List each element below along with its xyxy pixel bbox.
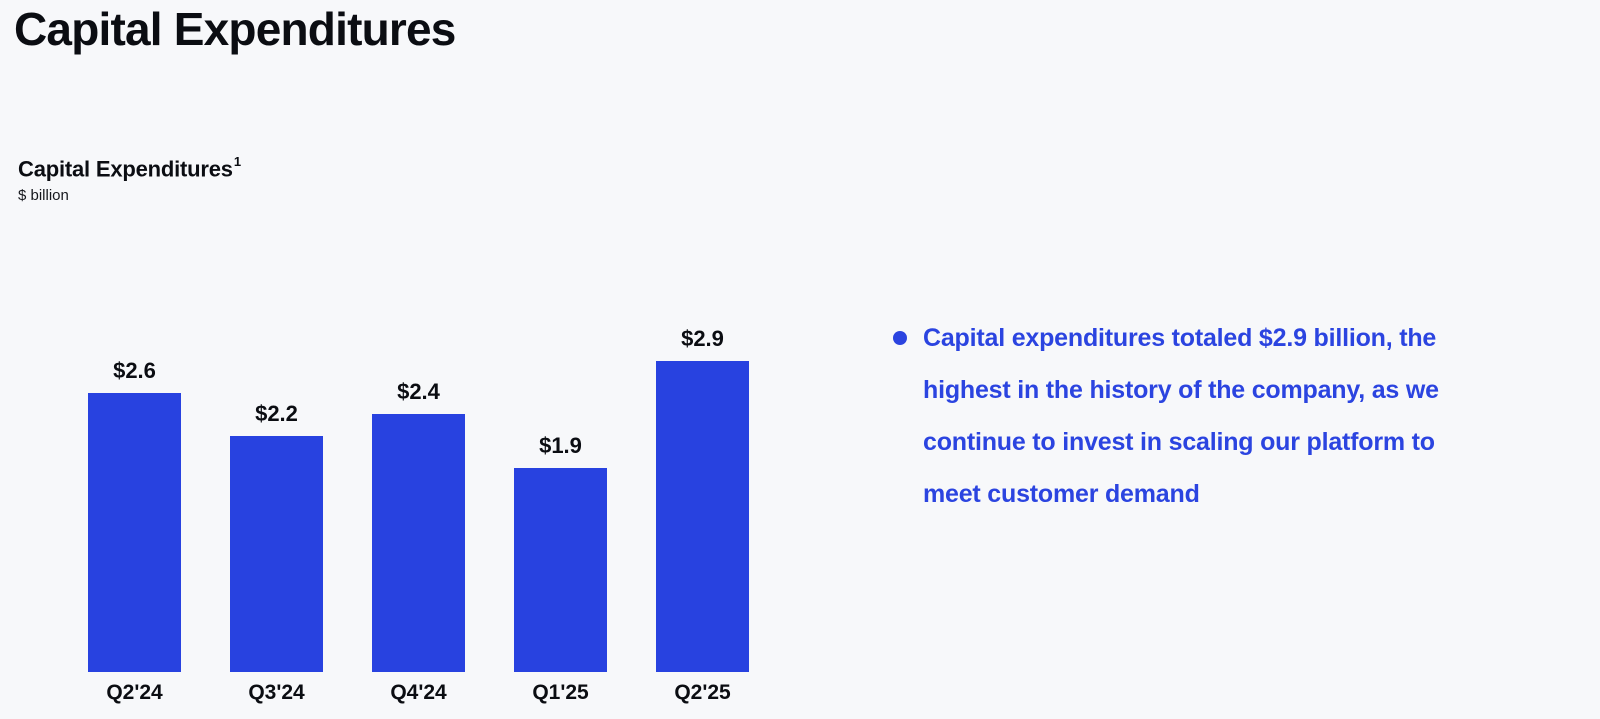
bar-column-q1-25: $1.9 Q1'25 (514, 433, 607, 704)
bar-chart: $2.6 Q2'24 $2.2 Q3'24 $2.4 Q4'24 $1.9 Q1'25 $2.9… (88, 326, 749, 704)
chart-unit-label: $ billion (18, 187, 69, 205)
bar-rect (372, 414, 465, 672)
bar-category-label: Q2'25 (674, 681, 731, 704)
annotation-line: highest in the history of the company, a… (923, 376, 1439, 404)
bar-column-q2-24: $2.6 Q2'24 (88, 358, 181, 704)
bar-value-label: $1.9 (539, 433, 582, 458)
chart-header: Capital Expenditures1 $ billion (18, 154, 241, 205)
bar-value-label: $2.2 (255, 401, 298, 426)
bar-rect (230, 436, 323, 672)
annotation-line: Capital expenditures totaled $2.9 billio… (923, 324, 1437, 352)
annotation-text: Capital expenditures totaled $2.9 billio… (923, 312, 1439, 520)
page-title: Capital Expenditures (14, 3, 456, 55)
bar-category-label: Q1'25 (532, 681, 589, 704)
footnote-marker: 1 (233, 154, 241, 169)
bar-value-label: $2.9 (681, 326, 724, 351)
annotation: Capital expenditures totaled $2.9 billio… (893, 312, 1565, 520)
bar-category-label: Q2'24 (106, 681, 163, 704)
bar-rect (514, 468, 607, 672)
bar-column-q3-24: $2.2 Q3'24 (230, 401, 323, 704)
bar-column-q2-25: $2.9 Q2'25 (656, 326, 749, 704)
annotation-line: meet customer demand (923, 480, 1200, 508)
bar-column-q4-24: $2.4 Q4'24 (372, 379, 465, 704)
bar-value-label: $2.4 (397, 379, 440, 404)
chart-title-text: Capital Expenditures (18, 156, 233, 182)
bar-rect (88, 393, 181, 672)
bar-category-label: Q4'24 (390, 681, 447, 704)
bullet-icon (893, 331, 907, 345)
bar-category-label: Q3'24 (248, 681, 305, 704)
chart-title: Capital Expenditures1 (18, 154, 241, 182)
bar-value-label: $2.6 (113, 358, 156, 383)
annotation-line: continue to invest in scaling our platfo… (923, 428, 1435, 456)
bar-rect (656, 361, 749, 672)
